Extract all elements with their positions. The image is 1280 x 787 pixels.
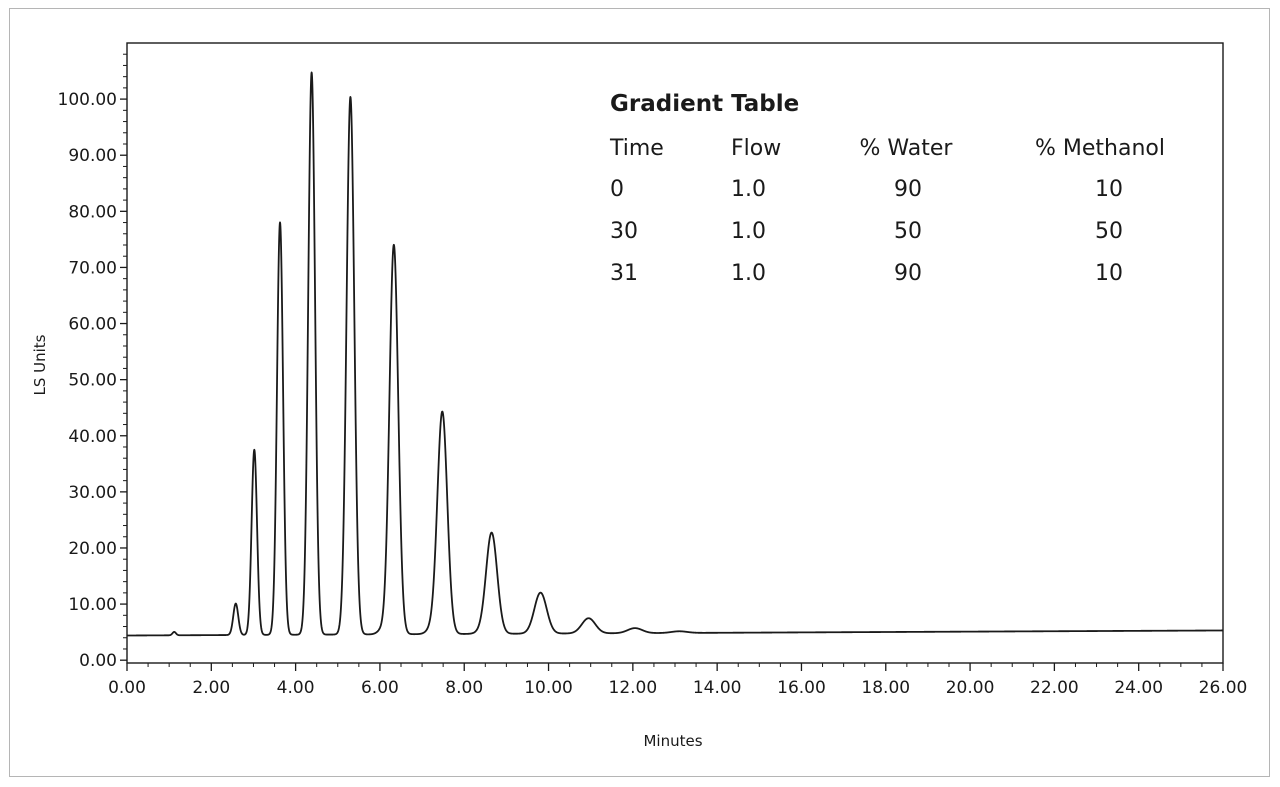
y-tick-label: 30.00 (68, 483, 117, 503)
gradient-table-cell: 1.0 (731, 219, 766, 244)
x-tick-label: 20.00 (946, 678, 995, 698)
gradient-table: Gradient Table Time Flow % Water % Metha… (609, 91, 1165, 286)
x-tick-label: 4.00 (277, 678, 315, 698)
gradient-table-cell: 1.0 (731, 261, 766, 286)
gradient-table-cell: 1.0 (731, 177, 766, 202)
y-tick-label: 60.00 (68, 315, 117, 335)
y-tick-label: 10.00 (68, 595, 117, 615)
y-tick-label: 40.00 (68, 427, 117, 447)
gradient-table-header-methanol: % Methanol (1035, 136, 1165, 161)
y-minor-ticks (123, 53, 127, 650)
y-tick-label: 90.00 (68, 146, 117, 166)
gradient-table-header-time: Time (609, 136, 664, 161)
y-tick-label: 70.00 (68, 258, 117, 278)
gradient-table-cell: 90 (894, 177, 922, 202)
y-tick-label: 100.00 (58, 90, 117, 110)
x-tick-label: 8.00 (445, 678, 483, 698)
x-tick-label: 14.00 (693, 678, 742, 698)
x-axis-title: Minutes (643, 732, 702, 750)
x-tick-label: 22.00 (1030, 678, 1079, 698)
y-tick-label: 80.00 (68, 202, 117, 222)
gradient-table-cell: 0 (610, 177, 624, 202)
gradient-table-header-water: % Water (860, 136, 954, 161)
x-tick-label: 18.00 (861, 678, 910, 698)
x-minor-ticks (147, 663, 1203, 667)
gradient-table-cell: 30 (610, 219, 638, 244)
chromatogram-trace (126, 71, 1224, 637)
gradient-table-cell: 10 (1095, 177, 1123, 202)
x-tick-label: 16.00 (777, 678, 826, 698)
y-axis-title: LS Units (31, 334, 49, 395)
x-tick-label: 0.00 (108, 678, 146, 698)
gradient-table-header-flow: Flow (731, 136, 781, 161)
chart-frame (9, 8, 1270, 777)
gradient-table-cell: 31 (610, 261, 638, 286)
x-tick-label: 2.00 (192, 678, 230, 698)
gradient-table-cell: 50 (894, 219, 922, 244)
x-tick-label: 10.00 (524, 678, 573, 698)
x-tick-label: 12.00 (609, 678, 658, 698)
gradient-table-cell: 90 (894, 261, 922, 286)
gradient-table-cell: 10 (1095, 261, 1123, 286)
gradient-table-cell: 50 (1095, 219, 1123, 244)
y-axis-ticks: 0.00 10.00 20.00 30.00 40.00 50.00 60.00 70.00 8… (58, 90, 127, 671)
y-tick-label: 0.00 (79, 651, 117, 671)
gradient-table-title: Gradient Table (610, 91, 799, 117)
x-tick-label: 6.00 (361, 678, 399, 698)
y-tick-label: 20.00 (68, 539, 117, 559)
x-axis-ticks: 0.00 2.00 4.00 6.00 8.00 10.00 12.00 14.00 16.00… (108, 663, 1247, 698)
x-tick-label: 24.00 (1114, 678, 1163, 698)
x-tick-label: 26.00 (1199, 678, 1248, 698)
y-tick-label: 50.00 (68, 371, 117, 391)
